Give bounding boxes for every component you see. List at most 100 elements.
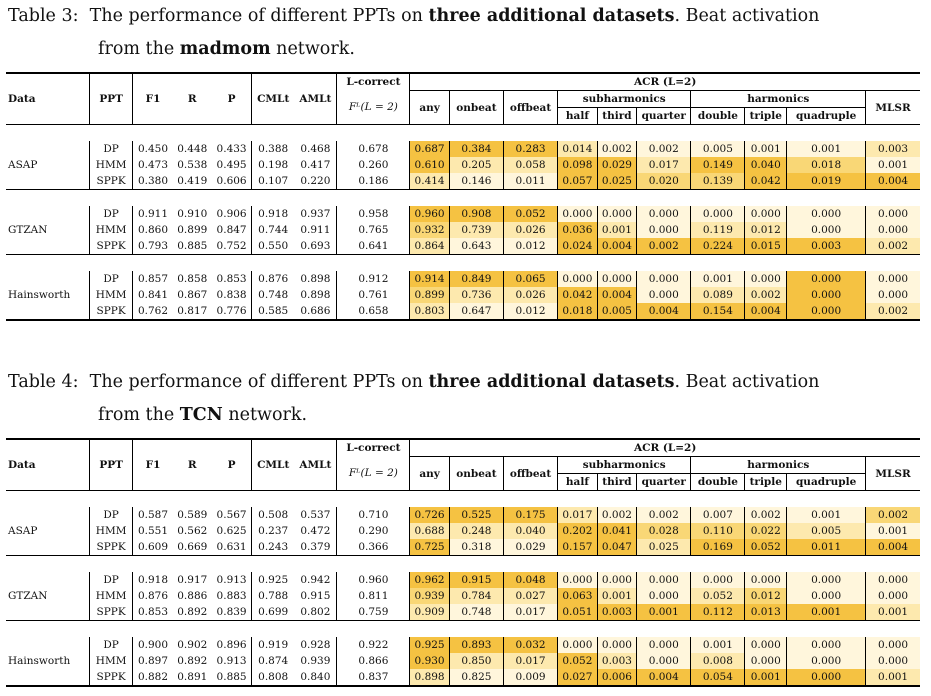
header-onbeat: onbeat bbox=[449, 90, 504, 125]
table-cell: 0.776 bbox=[212, 303, 253, 321]
table-cell: 0.610 bbox=[409, 157, 450, 173]
header-row-3: half third quarter double triple quadruple bbox=[6, 107, 920, 125]
table-cell: 0.002 bbox=[636, 141, 692, 157]
table-cell: 0.004 bbox=[636, 669, 692, 687]
gap-cell bbox=[6, 621, 920, 638]
table-cell: 0.900 bbox=[137, 639, 169, 651]
table-cell: 0.752 bbox=[212, 238, 253, 255]
table-cell: 0.000 bbox=[690, 206, 746, 222]
table-cell: 0.000 bbox=[744, 653, 788, 669]
table-cell: 0.000 bbox=[744, 572, 788, 588]
dataset-name: GTZAN bbox=[6, 206, 90, 255]
table-cell: 0.853 bbox=[132, 604, 173, 621]
table-cell: 0.057 bbox=[557, 173, 598, 190]
table-cell: 0.026 bbox=[503, 287, 559, 303]
table-cell: 0.041 bbox=[597, 523, 638, 539]
table-cell: 0.414 bbox=[409, 173, 450, 190]
header-row-2: Fᴸ(L = 2) any onbeat offbeat subharmonics har… bbox=[6, 456, 920, 491]
table-cell: 0.040 bbox=[503, 523, 559, 539]
table-cell: 0.054 bbox=[690, 669, 746, 687]
gap-cell bbox=[6, 125, 920, 142]
header-subharmonics: subharmonics bbox=[557, 90, 692, 108]
table-cell: 0.913 bbox=[212, 653, 253, 669]
table-row: SPPK 0.609 0.669 0.631 0.243 0.379 0.366 0.725 0… bbox=[6, 539, 920, 556]
table-cell: 0.004 bbox=[865, 173, 920, 190]
table-row: ASAP DP 0.450 0.448 0.433 0.388 0.468 0.678 0.68… bbox=[6, 141, 920, 190]
table-cell: 0.000 bbox=[786, 271, 867, 287]
table-cell: 0.205 bbox=[449, 157, 504, 173]
header-harmonics: harmonics bbox=[690, 456, 867, 474]
table-cell: 0.000 bbox=[744, 271, 788, 287]
table-cell: 0.817 bbox=[172, 303, 213, 321]
table-cell: 0.020 bbox=[636, 173, 692, 190]
table-cell: DP bbox=[89, 572, 134, 588]
table-cell: 0.107 bbox=[251, 173, 295, 190]
table-cell: 0.000 bbox=[744, 206, 788, 222]
table-cell: 0.013 bbox=[744, 604, 788, 621]
table-cell: 0.001 bbox=[744, 141, 788, 157]
gap-cell bbox=[6, 556, 920, 573]
header-half: half bbox=[557, 473, 598, 491]
table-cell: 0.042 bbox=[744, 173, 788, 190]
table-row: HMM 0.473 0.538 0.495 0.198 0.417 0.260 0.610 0.… bbox=[6, 157, 920, 173]
gap-cell bbox=[6, 190, 920, 207]
table-4-caption: Table 4: The performance of different PP… bbox=[8, 372, 820, 425]
table-cell: 0.003 bbox=[597, 604, 638, 621]
table-cell: 0.899 bbox=[177, 224, 208, 236]
table-cell: 0.726 bbox=[409, 507, 450, 523]
table-cell: 0.048 bbox=[503, 572, 559, 588]
table-cell: 0.002 bbox=[597, 507, 638, 523]
table-cell: 0.014 bbox=[557, 141, 598, 157]
table-cell: 0.025 bbox=[636, 539, 692, 556]
table-cell: 0.911 bbox=[294, 222, 338, 238]
table-cell: 0.913 bbox=[212, 572, 253, 588]
table-cell: 0.885 bbox=[172, 238, 213, 255]
table-cell: 0.029 bbox=[503, 539, 559, 556]
table-cell: 0.898 bbox=[409, 669, 450, 687]
table-cell: 0.710 bbox=[336, 507, 411, 523]
table-cell: SPPK bbox=[89, 173, 134, 190]
table-cell: 0.000 bbox=[557, 271, 598, 287]
table-cell: 0.793 bbox=[132, 238, 173, 255]
table-cell: 0.000 bbox=[557, 637, 598, 653]
table-cell: 0.867 bbox=[177, 289, 208, 301]
table-cell: 0.658 bbox=[336, 303, 411, 321]
header-quadruple: quadruple bbox=[786, 473, 867, 491]
table-row: HMM 0.897 0.892 0.913 0.874 0.939 0.866 0.930 0.… bbox=[6, 653, 920, 669]
table-cell: 0.029 bbox=[597, 157, 638, 173]
table-cell: 0.858 bbox=[177, 273, 208, 285]
table-cell: 0.012 bbox=[744, 222, 788, 238]
table-cell: 0.939 bbox=[409, 588, 450, 604]
table-cell: 0.001 bbox=[865, 523, 920, 539]
table-row: HMM 0.551 0.562 0.625 0.237 0.472 0.290 0.688 0.… bbox=[6, 523, 920, 539]
header-any: any bbox=[409, 90, 450, 125]
header-lcorrect-sub: Fᴸ(L = 2) bbox=[336, 456, 411, 491]
table-cell: 0.641 bbox=[336, 238, 411, 255]
table-cell: 0.837 bbox=[336, 669, 411, 687]
header-subharmonics: subharmonics bbox=[557, 456, 692, 474]
table-cell: 0.669 bbox=[172, 539, 213, 556]
table-cell: 0.761 bbox=[336, 287, 411, 303]
table-cell: 0.380 bbox=[132, 173, 173, 190]
header-triple: triple bbox=[744, 107, 788, 125]
table-cell: 0.000 bbox=[786, 669, 867, 687]
table-3: Data PPT F1 R P CMLt AMLt L-correct ACR (L=2) Fᴸ(… bbox=[6, 72, 920, 321]
table-cell: 0.930 bbox=[409, 653, 450, 669]
table-cell: 0.058 bbox=[503, 157, 559, 173]
header-amlt: AMLt bbox=[294, 72, 338, 125]
table-cell: 0.928 bbox=[294, 637, 338, 653]
table-cell: 0.937 bbox=[294, 206, 338, 222]
table-cell: 0.379 bbox=[294, 539, 338, 556]
table-cell: 0.002 bbox=[865, 507, 920, 523]
table-cell: 0.000 bbox=[636, 206, 692, 222]
table-cell: 0.175 bbox=[503, 507, 559, 523]
table-cell: 0.765 bbox=[336, 222, 411, 238]
table-cell: 0.473 bbox=[137, 159, 169, 171]
table-cell: 0.472 bbox=[294, 523, 338, 539]
table-cell: 0.388 bbox=[258, 143, 289, 155]
table-cell: 0.525 bbox=[449, 507, 504, 523]
table-cell: 0.589 bbox=[177, 509, 208, 521]
table-cell: 0.808 bbox=[251, 669, 295, 687]
header-any: any bbox=[409, 456, 450, 491]
header-double: double bbox=[690, 473, 746, 491]
